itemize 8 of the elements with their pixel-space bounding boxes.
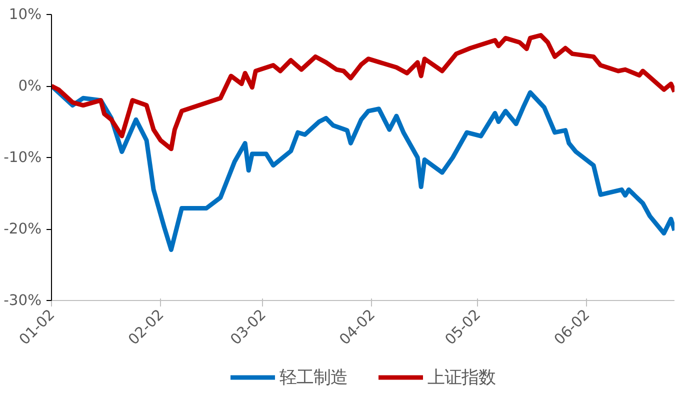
line-series <box>52 32 674 152</box>
y-tick-label: -10% <box>4 149 42 166</box>
y-tick-label: -20% <box>4 220 42 238</box>
y-tick-label: 10% <box>8 6 42 23</box>
legend-label: 轻工制造 <box>280 367 348 389</box>
legend-label: 上证指数 <box>428 367 496 389</box>
y-tick-label: 0% <box>18 78 42 94</box>
y-tick-label: -30% <box>4 292 42 309</box>
